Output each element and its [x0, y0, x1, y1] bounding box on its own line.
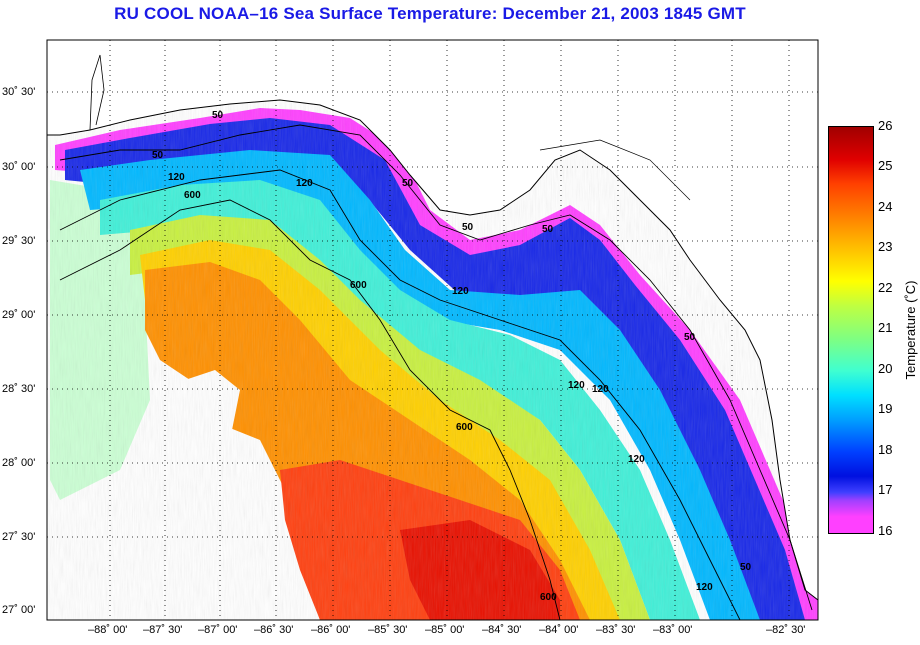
contour-label: 600 — [540, 592, 557, 603]
contour-600m — [59, 199, 561, 620]
colorbar-tick: 22 — [878, 280, 893, 295]
contour-label: 50 — [462, 222, 474, 233]
lat-label: 29˚ 30' — [2, 235, 36, 247]
contour-label: 120 — [696, 582, 713, 593]
lon-label: –84˚ 00' — [539, 624, 579, 636]
contour-label: 50 — [402, 178, 414, 189]
colorbar-tick: 21 — [878, 320, 893, 335]
contour-50m — [59, 124, 813, 611]
contour-120m — [59, 169, 741, 620]
contour-label: 600 — [350, 280, 367, 291]
colorbar-tick: 20 — [878, 361, 893, 376]
contour-label-group: 50 50 120 600 120 50 50 600 120 120 120 … — [152, 110, 752, 603]
contour-label: 50 — [152, 150, 164, 161]
colorbar-axis-label: Temperature (˚C) — [903, 280, 918, 380]
lon-label: –87˚ 00' — [198, 624, 238, 636]
colorbar-tick: 19 — [878, 401, 893, 416]
graticule — [47, 40, 818, 620]
lon-label: –88˚ 00' — [88, 624, 128, 636]
contour-label: 50 — [740, 562, 752, 573]
contour-label: 50 — [212, 110, 224, 121]
map-title: RU COOL NOAA–16 Sea Surface Temperature:… — [114, 4, 746, 23]
coastline-bay — [89, 54, 105, 131]
contour-label: 600 — [456, 422, 473, 433]
colorbar-tick: 23 — [878, 239, 893, 254]
contour-label: 120 — [168, 172, 185, 183]
colorbar-tick: 17 — [878, 482, 893, 497]
colorbar-tick: 24 — [878, 199, 893, 214]
contour-label: 50 — [542, 224, 554, 235]
lon-label: –87˚ 30' — [143, 624, 183, 636]
lat-label: 29˚ 00' — [2, 309, 36, 321]
lat-label: 28˚ 00' — [2, 457, 36, 469]
lat-label: 27˚ 30' — [2, 531, 36, 543]
map-border — [46, 39, 819, 621]
contour-label: 120 — [568, 380, 585, 391]
lon-label: –83˚ 30' — [596, 624, 636, 636]
lat-label: 27˚ 00' — [2, 604, 36, 616]
lat-label: 30˚ 00' — [2, 161, 36, 173]
land-mask — [47, 40, 818, 600]
colorbar-tick: 16 — [878, 523, 893, 538]
contour-label: 120 — [628, 454, 645, 465]
contour-label: 50 — [684, 332, 696, 343]
lon-label: –85˚ 00' — [425, 624, 465, 636]
contour-label: 120 — [296, 178, 313, 189]
lat-label: 28˚ 30' — [2, 383, 36, 395]
colorbar — [828, 126, 874, 534]
colorbar-tick: 26 — [878, 118, 893, 133]
state-border — [539, 139, 691, 201]
lat-label: 30˚ 30' — [2, 86, 36, 98]
lon-label: –85˚ 30' — [368, 624, 408, 636]
coastline — [47, 99, 818, 601]
colorbar-tick: 18 — [878, 442, 893, 457]
contour-label: 600 — [184, 190, 201, 201]
colorbar-tick: 25 — [878, 158, 893, 173]
lon-label: –83˚ 00' — [653, 624, 693, 636]
lon-label: –86˚ 30' — [254, 624, 294, 636]
sst-field: 50 50 120 600 120 50 50 600 120 120 120 … — [47, 40, 818, 620]
contour-label: 120 — [592, 384, 609, 395]
lon-label: –86˚ 00' — [311, 624, 351, 636]
lon-label: –82˚ 30' — [766, 624, 806, 636]
contour-label: 120 — [452, 286, 469, 297]
lon-label: –84˚ 30' — [482, 624, 522, 636]
